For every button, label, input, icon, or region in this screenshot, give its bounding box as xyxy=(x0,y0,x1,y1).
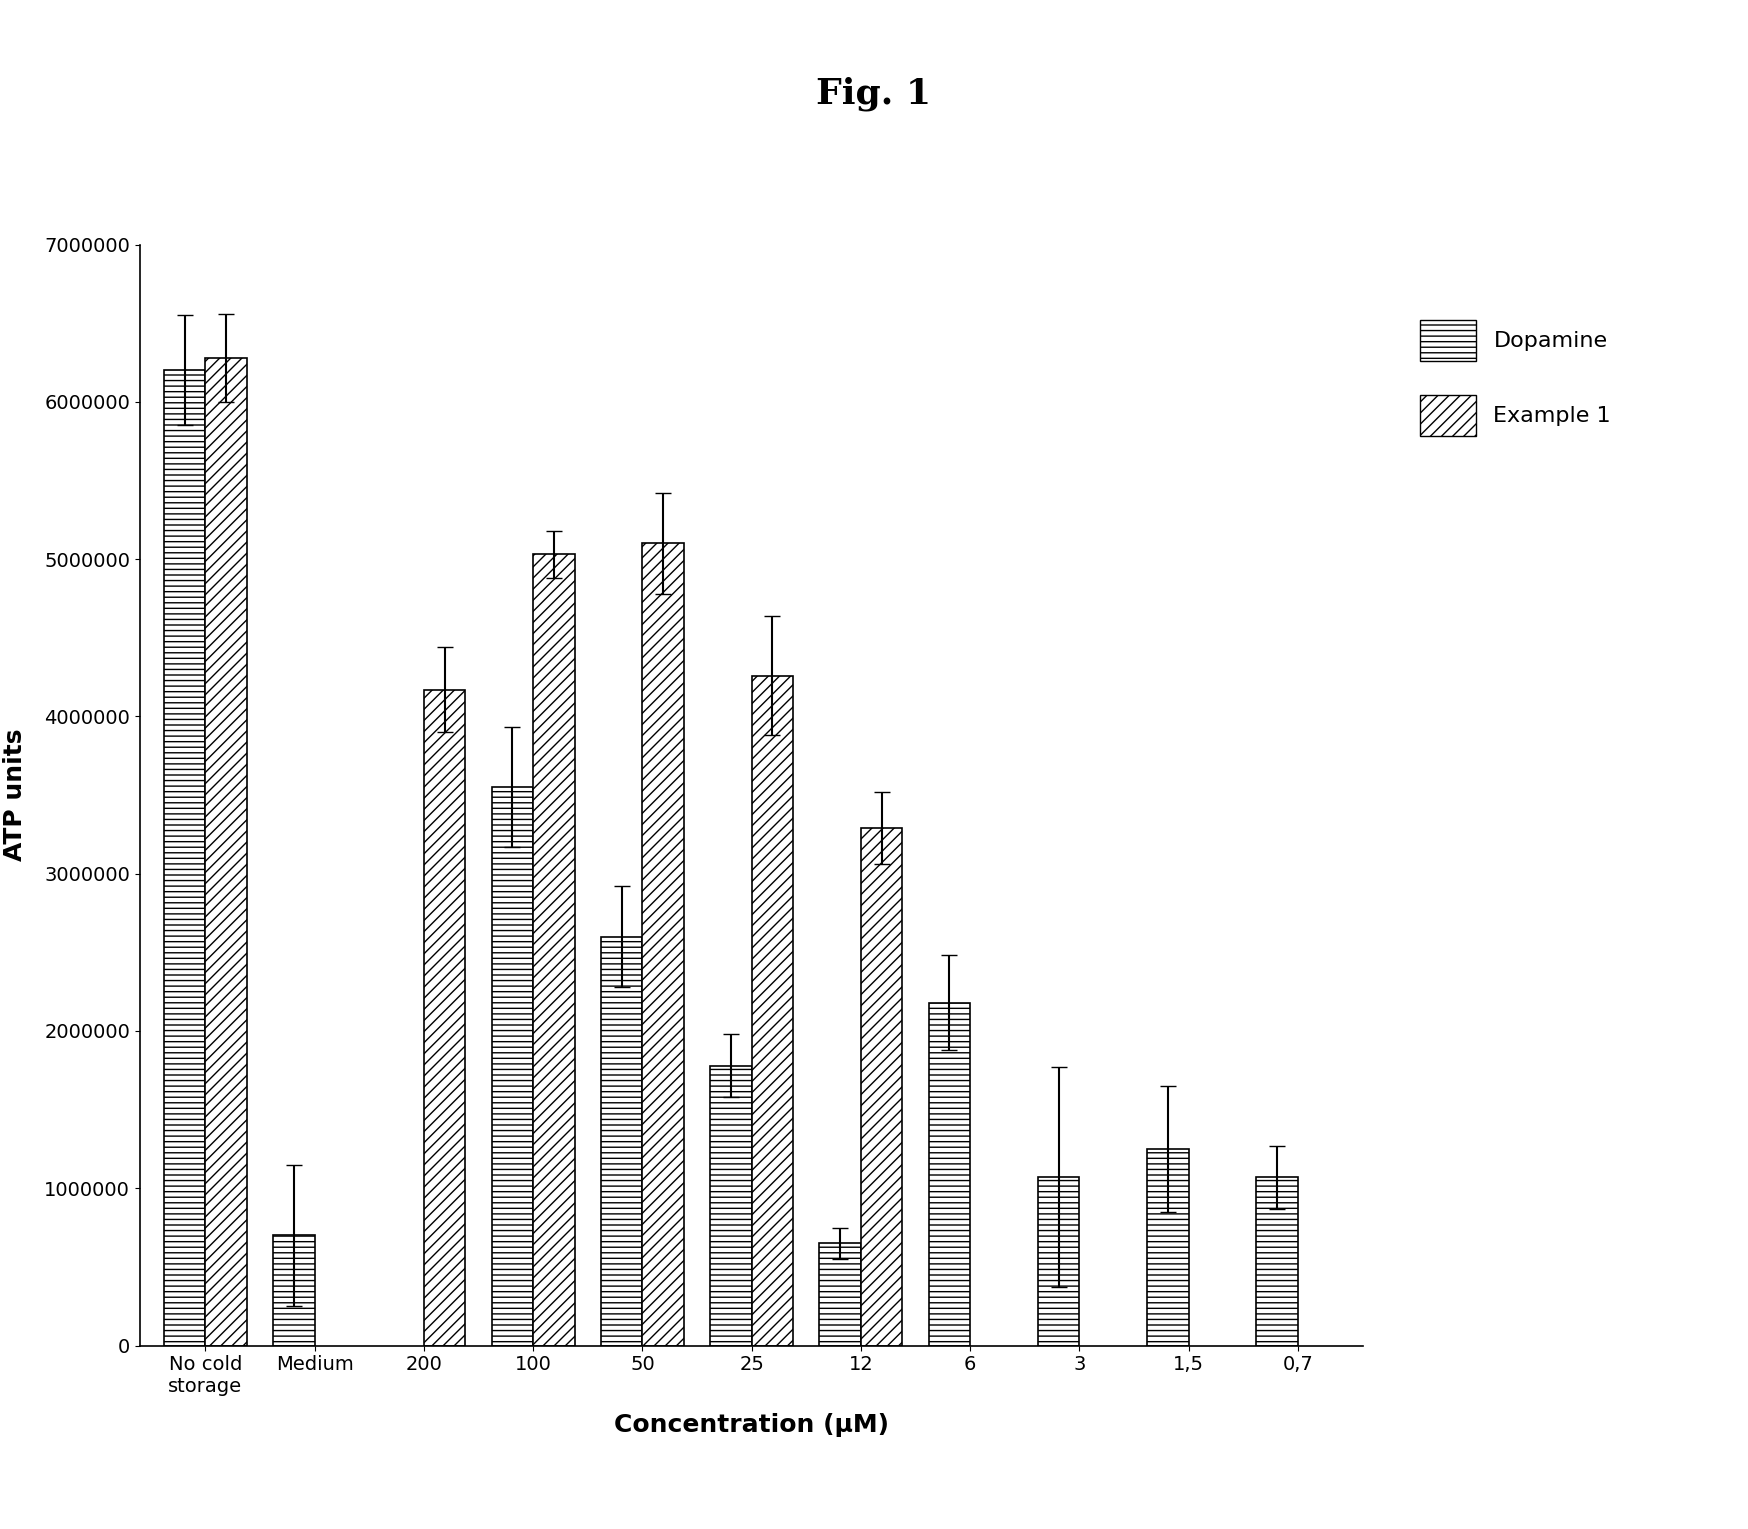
Bar xyxy=(601,937,643,1346)
Bar xyxy=(206,358,246,1346)
Bar xyxy=(423,690,465,1346)
Bar xyxy=(860,829,902,1346)
Bar xyxy=(491,787,533,1346)
Bar xyxy=(820,1243,860,1346)
Bar xyxy=(752,676,794,1346)
Bar xyxy=(273,1235,315,1346)
Bar xyxy=(1038,1177,1079,1346)
Bar xyxy=(643,543,683,1346)
Bar xyxy=(164,370,206,1346)
Y-axis label: ATP units: ATP units xyxy=(3,729,28,861)
Bar xyxy=(533,555,575,1346)
Legend: Dopamine, Example 1: Dopamine, Example 1 xyxy=(1411,310,1620,445)
Text: Fig. 1: Fig. 1 xyxy=(816,76,932,112)
Bar xyxy=(1257,1177,1297,1346)
X-axis label: Concentration (μM): Concentration (μM) xyxy=(614,1413,890,1437)
Bar xyxy=(1147,1148,1189,1346)
Bar xyxy=(928,1003,970,1346)
Bar xyxy=(710,1066,752,1346)
